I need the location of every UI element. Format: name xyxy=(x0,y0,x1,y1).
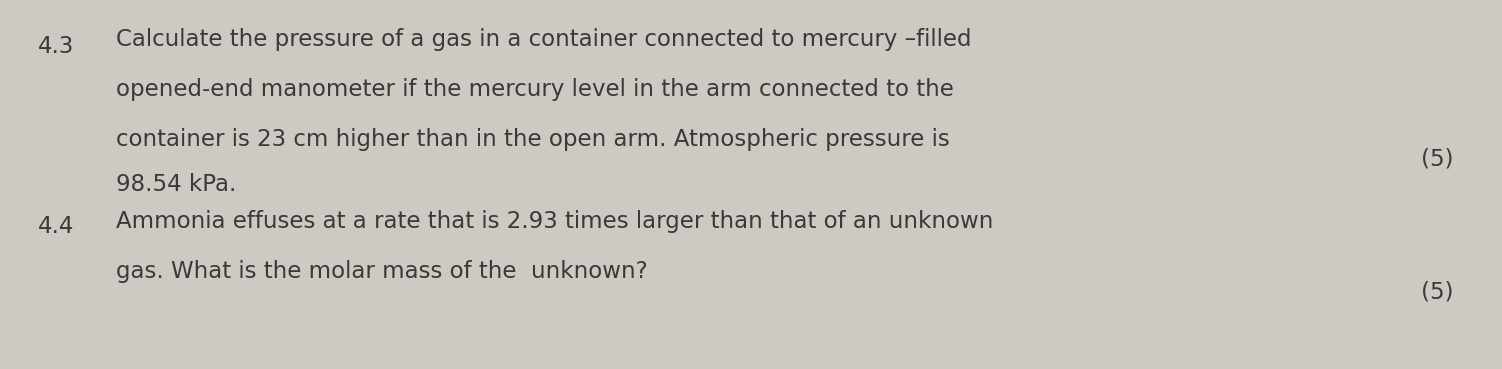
Text: (5): (5) xyxy=(1421,148,1454,171)
Text: 98.54 kPa.: 98.54 kPa. xyxy=(116,173,236,196)
Text: Ammonia effuses at a rate that is 2.93 times larger than that of an unknown: Ammonia effuses at a rate that is 2.93 t… xyxy=(116,210,993,233)
Text: opened-end manometer if the mercury level in the arm connected to the: opened-end manometer if the mercury leve… xyxy=(116,78,954,101)
Text: Calculate the pressure of a gas in a container connected to mercury –filled: Calculate the pressure of a gas in a con… xyxy=(116,28,972,51)
Text: container is 23 cm higher than in the open arm. Atmospheric pressure is: container is 23 cm higher than in the op… xyxy=(116,128,949,151)
Text: 4.3: 4.3 xyxy=(38,35,74,58)
Text: gas. What is the molar mass of the  unknown?: gas. What is the molar mass of the unkno… xyxy=(116,260,647,283)
Text: (5): (5) xyxy=(1421,280,1454,303)
Text: 4.4: 4.4 xyxy=(38,215,74,238)
